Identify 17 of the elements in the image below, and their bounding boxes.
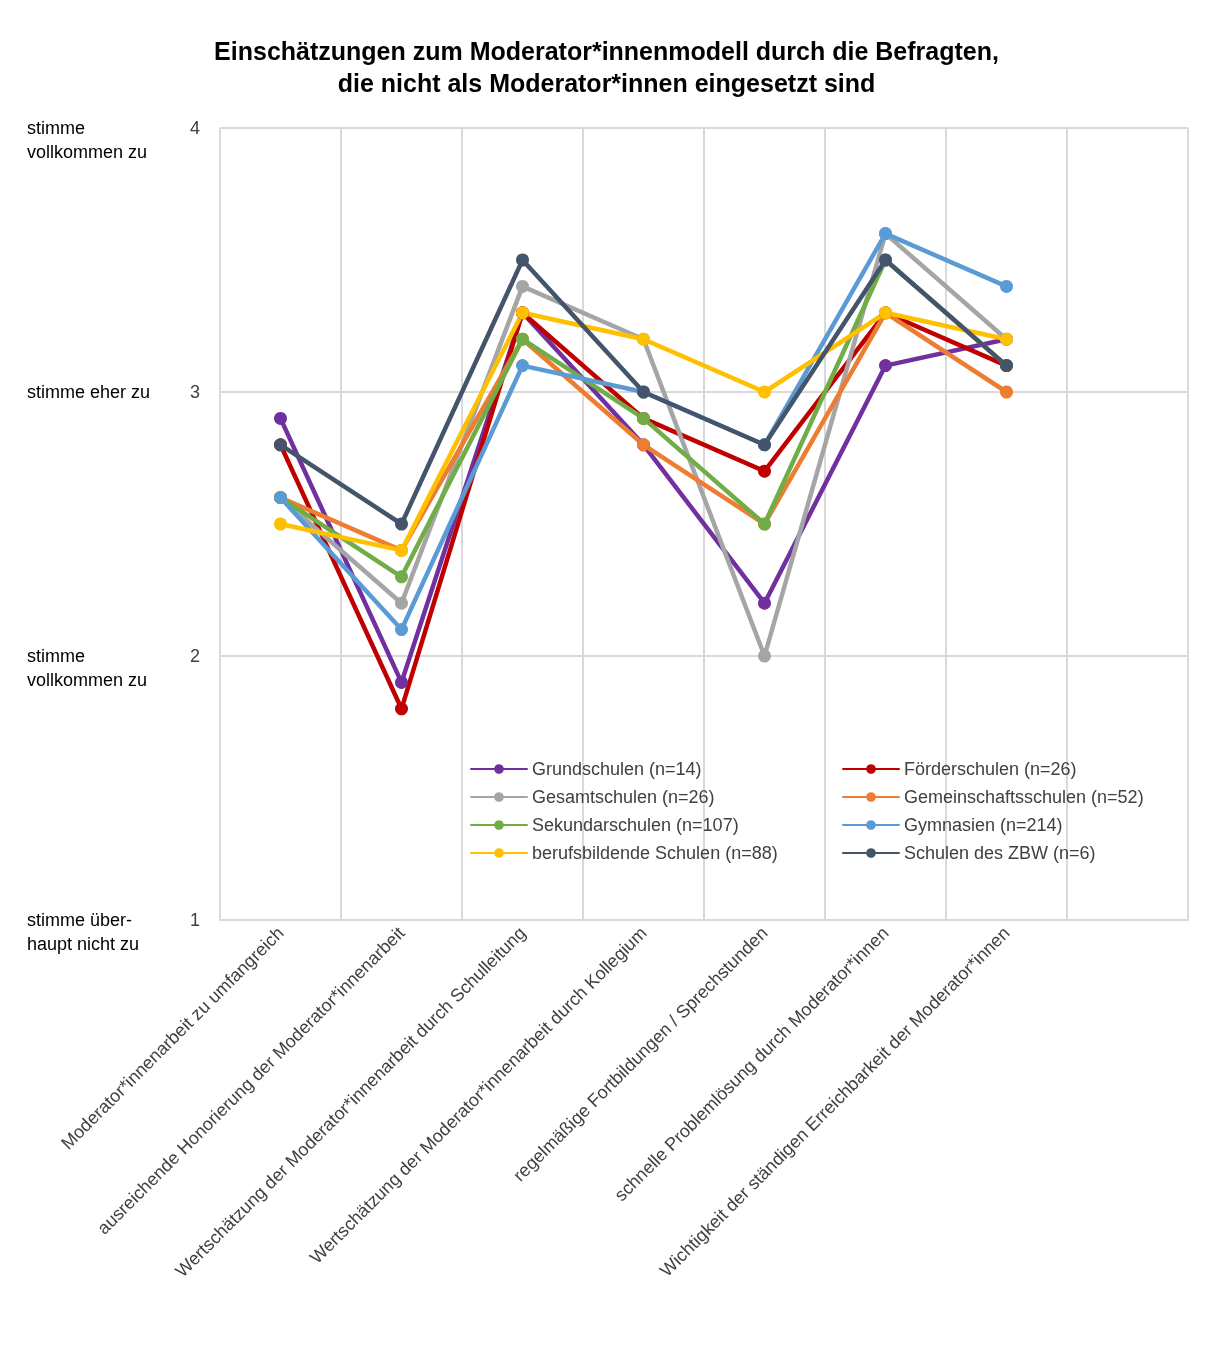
y-tick-label: 1 bbox=[189, 910, 200, 930]
y-tick-label: 3 bbox=[189, 382, 200, 402]
text: stimme vollkommen zu bbox=[27, 118, 148, 162]
legend-label: Förderschulen (n=26) bbox=[904, 759, 1077, 779]
legend-label: Gesamtschulen (n=26) bbox=[532, 787, 715, 807]
text: stimme eher zu bbox=[27, 382, 151, 402]
legend-label: Grundschulen (n=14) bbox=[532, 759, 702, 779]
text: stimme vollkommen zu bbox=[27, 646, 148, 690]
legend-label: Gymnasien (n=214) bbox=[904, 815, 1063, 835]
text: stimme über- haupt nicht zu bbox=[27, 910, 140, 954]
legend-label: Sekundarschulen (n=107) bbox=[532, 815, 739, 835]
legend-label: Gemeinschaftsschulen (n=52) bbox=[904, 787, 1144, 807]
y-tick-label: 4 bbox=[189, 118, 200, 138]
legend-label: Schulen des ZBW (n=6) bbox=[904, 843, 1096, 863]
chart-title: Einschätzungen zum Moderator*innenmodell durch die Befragten, die nicht als Moderator*innen eingesetzt sind bbox=[214, 37, 999, 97]
legend-label: berufsbildende Schulen (n=88) bbox=[532, 843, 778, 863]
y-tick-label: 2 bbox=[189, 646, 200, 666]
